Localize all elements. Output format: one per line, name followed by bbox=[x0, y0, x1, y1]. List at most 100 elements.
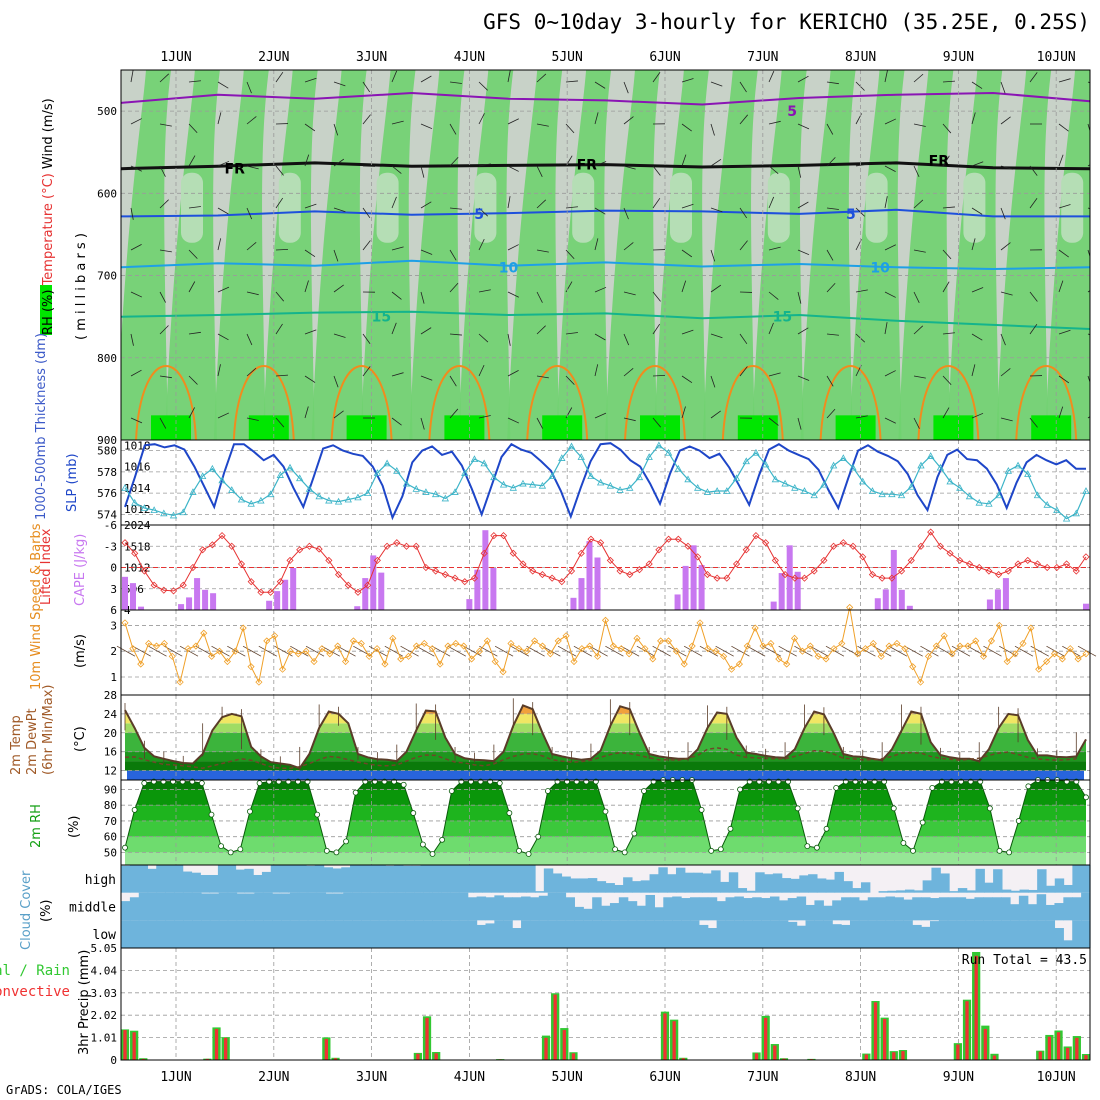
cloud-bar-middle bbox=[965, 898, 976, 921]
wind-barb bbox=[768, 246, 781, 251]
cloud-bar-middle bbox=[1045, 904, 1056, 921]
cloud-bar-low bbox=[974, 920, 984, 948]
date-label-bottom: 8JUN bbox=[845, 1070, 876, 1085]
lifted-index-marker bbox=[771, 556, 779, 564]
lifted-index-marker bbox=[781, 571, 789, 579]
wind-speed-marker bbox=[617, 645, 625, 653]
wind-panel: 1 2 3 bbox=[110, 603, 1097, 696]
wind-speed-marker bbox=[468, 655, 476, 663]
cloud-bar-middle bbox=[1027, 904, 1038, 921]
date-label-top: 3JUN bbox=[356, 50, 387, 65]
wind-barb bbox=[681, 375, 693, 384]
wind-barb bbox=[762, 645, 782, 657]
cloud-bar-low bbox=[787, 921, 798, 948]
lifted-index-marker bbox=[849, 542, 857, 550]
cloud-bar-high bbox=[482, 865, 492, 893]
wind-barb bbox=[768, 196, 775, 209]
wind-speed-marker bbox=[830, 645, 838, 653]
rh-marker bbox=[516, 847, 522, 854]
precip-convective-bar bbox=[956, 1044, 960, 1060]
cloud-bar-low bbox=[903, 920, 913, 948]
cloud-bar-high bbox=[402, 865, 413, 893]
cloud-bar-low bbox=[245, 920, 255, 948]
rh-band bbox=[213, 70, 269, 440]
cape-bar bbox=[290, 568, 297, 610]
wind-barb bbox=[623, 81, 629, 94]
isotherm-20-arch bbox=[917, 365, 980, 440]
wind-speed-line bbox=[124, 607, 1087, 685]
wind-speed-marker bbox=[948, 650, 956, 658]
cloud-bar-low bbox=[209, 920, 220, 948]
wind-barb bbox=[636, 645, 656, 657]
thickness-marker bbox=[286, 463, 294, 471]
wind-barb bbox=[971, 238, 976, 251]
wind-barb bbox=[536, 73, 547, 83]
wind-barb bbox=[188, 407, 195, 419]
wind-tick-label: 2 bbox=[110, 645, 117, 658]
wind-barb bbox=[652, 72, 661, 83]
temperature-tick-label: 24 bbox=[104, 708, 118, 721]
cloud-bar-high bbox=[640, 880, 651, 893]
wind-barb bbox=[942, 332, 955, 335]
rh-marker bbox=[823, 825, 830, 832]
date-label-bottom: 2JUN bbox=[258, 1070, 289, 1085]
wind-barb bbox=[304, 249, 316, 258]
thickness-marker bbox=[431, 490, 440, 498]
cloud-bar-middle bbox=[227, 892, 238, 921]
cloud-bar-middle bbox=[209, 893, 220, 921]
date-label-top: 6JUN bbox=[649, 50, 680, 65]
cloud-bar-middle bbox=[992, 897, 1002, 921]
wind-speed-marker bbox=[152, 642, 161, 650]
thickness-marker bbox=[519, 479, 527, 487]
lifted-index-marker bbox=[160, 586, 168, 594]
lifted-index-marker bbox=[383, 542, 391, 550]
cloud-bar-high bbox=[808, 874, 818, 893]
cloud-bar-low bbox=[236, 920, 247, 948]
cloud-bar-middle bbox=[325, 893, 335, 921]
cloud-bar-middle bbox=[467, 897, 478, 921]
cloud-bar-high bbox=[288, 865, 298, 893]
rh-marker bbox=[410, 810, 417, 816]
cloud-bar-high bbox=[323, 867, 334, 893]
lifted-index-marker bbox=[344, 581, 352, 589]
wind-barb bbox=[227, 645, 246, 657]
cloud-bar-middle bbox=[147, 892, 158, 921]
cloud-bar-middle bbox=[378, 892, 389, 921]
lifted-index-marker bbox=[490, 532, 498, 540]
wind-barb bbox=[557, 645, 577, 657]
lifted-index-marker bbox=[480, 549, 488, 557]
thickness-marker bbox=[325, 496, 333, 504]
lifted-index-marker bbox=[645, 560, 653, 568]
cloud-bar-high bbox=[631, 881, 642, 893]
cape-bar bbox=[690, 545, 697, 610]
wind-barb bbox=[431, 645, 451, 657]
wind-barb bbox=[1000, 368, 1011, 377]
cloud-bar-low bbox=[618, 920, 629, 948]
cloud-bar-middle bbox=[983, 897, 993, 921]
wind-barb bbox=[391, 417, 402, 426]
wind-speed-marker bbox=[341, 657, 350, 666]
wind-barb bbox=[391, 291, 402, 300]
thickness-marker bbox=[305, 485, 314, 492]
cloud-bar-middle bbox=[529, 897, 540, 921]
rh-marker bbox=[314, 811, 321, 818]
wind-speed-marker bbox=[712, 647, 720, 655]
thickness-marker bbox=[354, 493, 362, 501]
contour-label: 5 bbox=[787, 104, 797, 120]
wind-barb bbox=[333, 284, 344, 293]
wind-barb bbox=[333, 158, 345, 167]
lifted-index-marker bbox=[228, 542, 236, 550]
wind-barb bbox=[594, 161, 607, 167]
rh-legend-swatch bbox=[40, 285, 52, 335]
temperature-ylabel-line: 2m DewPt bbox=[25, 708, 40, 775]
wind-barb bbox=[305, 645, 325, 657]
date-label-top: 10JUN bbox=[1037, 50, 1076, 65]
wind-speed-marker bbox=[798, 647, 806, 655]
wind-barb bbox=[478, 239, 485, 251]
cloud-bar-high bbox=[781, 878, 792, 893]
cloud-bar-high bbox=[905, 889, 915, 893]
cloud-bar-middle bbox=[272, 893, 282, 921]
wind-barb bbox=[1000, 165, 1013, 170]
rh-marker bbox=[814, 844, 820, 851]
rh-marker bbox=[1006, 849, 1013, 856]
